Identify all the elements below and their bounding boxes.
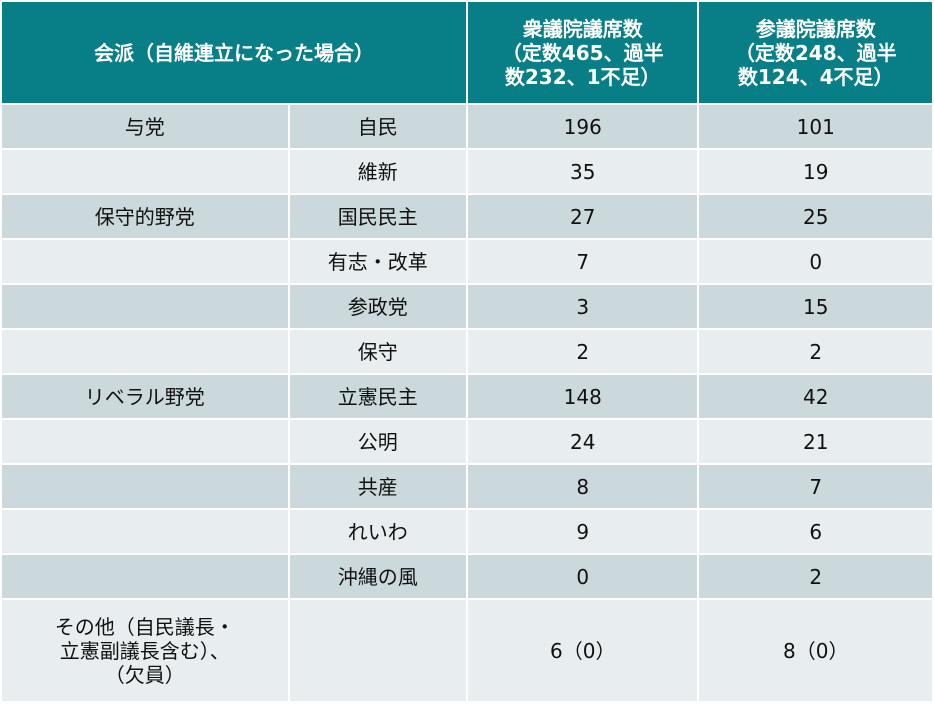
table-cell: 7	[467, 240, 698, 283]
cell-line: 数232、1不足）	[504, 64, 661, 89]
table-cell: 6	[699, 510, 932, 553]
cell-line: 数124、4不足）	[737, 64, 894, 89]
table-cell: 7	[699, 465, 932, 508]
header-cell: 会派（自維連立になった場合）	[2, 2, 466, 103]
cell-line: 立憲副議長含む）、	[59, 638, 230, 663]
table-cell: 6（0）	[467, 600, 698, 701]
header-cell: 衆議院議席数 （定数465、過半 数232、1不足）	[467, 2, 698, 103]
table-cell: 8	[467, 465, 698, 508]
cell-line: その他（自民議長・	[54, 614, 235, 639]
table-cell	[2, 240, 288, 283]
table-cell: 2	[699, 555, 932, 598]
cell-line: （定数248、過半	[734, 40, 897, 65]
table-cell: 0	[467, 555, 698, 598]
table-cell: リベラル野党	[2, 375, 288, 418]
table-cell: 101	[699, 105, 932, 148]
table-cell: 保守的野党	[2, 195, 288, 238]
table-cell	[2, 285, 288, 328]
table-row: 有志・改革 7 0	[2, 240, 932, 283]
table-cell: 立憲民主	[289, 375, 466, 418]
header-cell: 参議院議席数 （定数248、過半 数124、4不足）	[699, 2, 932, 103]
table-row: 保守 2 2	[2, 330, 932, 373]
table-cell: 25	[699, 195, 932, 238]
header-row: 会派（自維連立になった場合） 衆議院議席数 （定数465、過半 数232、1不足） 参議…	[2, 2, 932, 103]
table-row: 保守的野党 国民民主 27 25	[2, 195, 932, 238]
cell-line: （欠員）	[104, 662, 185, 687]
table-cell: 2	[699, 330, 932, 373]
table-cell: 有志・改革	[289, 240, 466, 283]
table-row: 共産 8 7	[2, 465, 932, 508]
table-cell	[2, 420, 288, 463]
table-cell: 2	[467, 330, 698, 373]
table-row: 沖縄の風 0 2	[2, 555, 932, 598]
table-row: れいわ 9 6	[2, 510, 932, 553]
table-cell: 148	[467, 375, 698, 418]
cell-line: （定数465、過半	[501, 40, 664, 65]
table-row: その他（自民議長・ 立憲副議長含む）、 （欠員） 6（0） 8（0）	[2, 600, 932, 701]
table-cell: 196	[467, 105, 698, 148]
table-cell: 3	[467, 285, 698, 328]
table-cell: 維新	[289, 150, 466, 193]
table-body: 与党 自民 196 101 維新 35 19 保守的野党 国民民主 27 25 有志・改革 7 0 参政党 3…	[2, 105, 932, 701]
table-cell: 国民民主	[289, 195, 466, 238]
table-cell: 8（0）	[699, 600, 932, 701]
cell-line: 会派（自維連立になった場合）	[93, 40, 374, 65]
table-cell	[2, 510, 288, 553]
table-cell: 与党	[2, 105, 288, 148]
cell-line: 衆議院議席数	[522, 16, 643, 41]
table-row: 与党 自民 196 101	[2, 105, 932, 148]
table-row: 参政党 3 15	[2, 285, 932, 328]
table-cell: 19	[699, 150, 932, 193]
table-cell: 0	[699, 240, 932, 283]
table-cell	[2, 330, 288, 373]
table-cell	[2, 150, 288, 193]
table-cell: 35	[467, 150, 698, 193]
table-cell: 27	[467, 195, 698, 238]
table-cell	[289, 600, 466, 701]
table-row: 公明 24 21	[2, 420, 932, 463]
table-row: リベラル野党 立憲民主 148 42	[2, 375, 932, 418]
table-cell: 公明	[289, 420, 466, 463]
table-row: 維新 35 19	[2, 150, 932, 193]
table-cell: 24	[467, 420, 698, 463]
table-cell: 共産	[289, 465, 466, 508]
table-cell: 参政党	[289, 285, 466, 328]
table-cell	[2, 465, 288, 508]
table-cell: 保守	[289, 330, 466, 373]
table-cell: その他（自民議長・ 立憲副議長含む）、 （欠員）	[2, 600, 288, 701]
table-cell: 自民	[289, 105, 466, 148]
cell-line: 参議院議席数	[755, 16, 876, 41]
table-cell: 42	[699, 375, 932, 418]
table-cell: 15	[699, 285, 932, 328]
table-cell: れいわ	[289, 510, 466, 553]
table-cell: 9	[467, 510, 698, 553]
table-cell	[2, 555, 288, 598]
table-cell: 21	[699, 420, 932, 463]
table-cell: 沖縄の風	[289, 555, 466, 598]
